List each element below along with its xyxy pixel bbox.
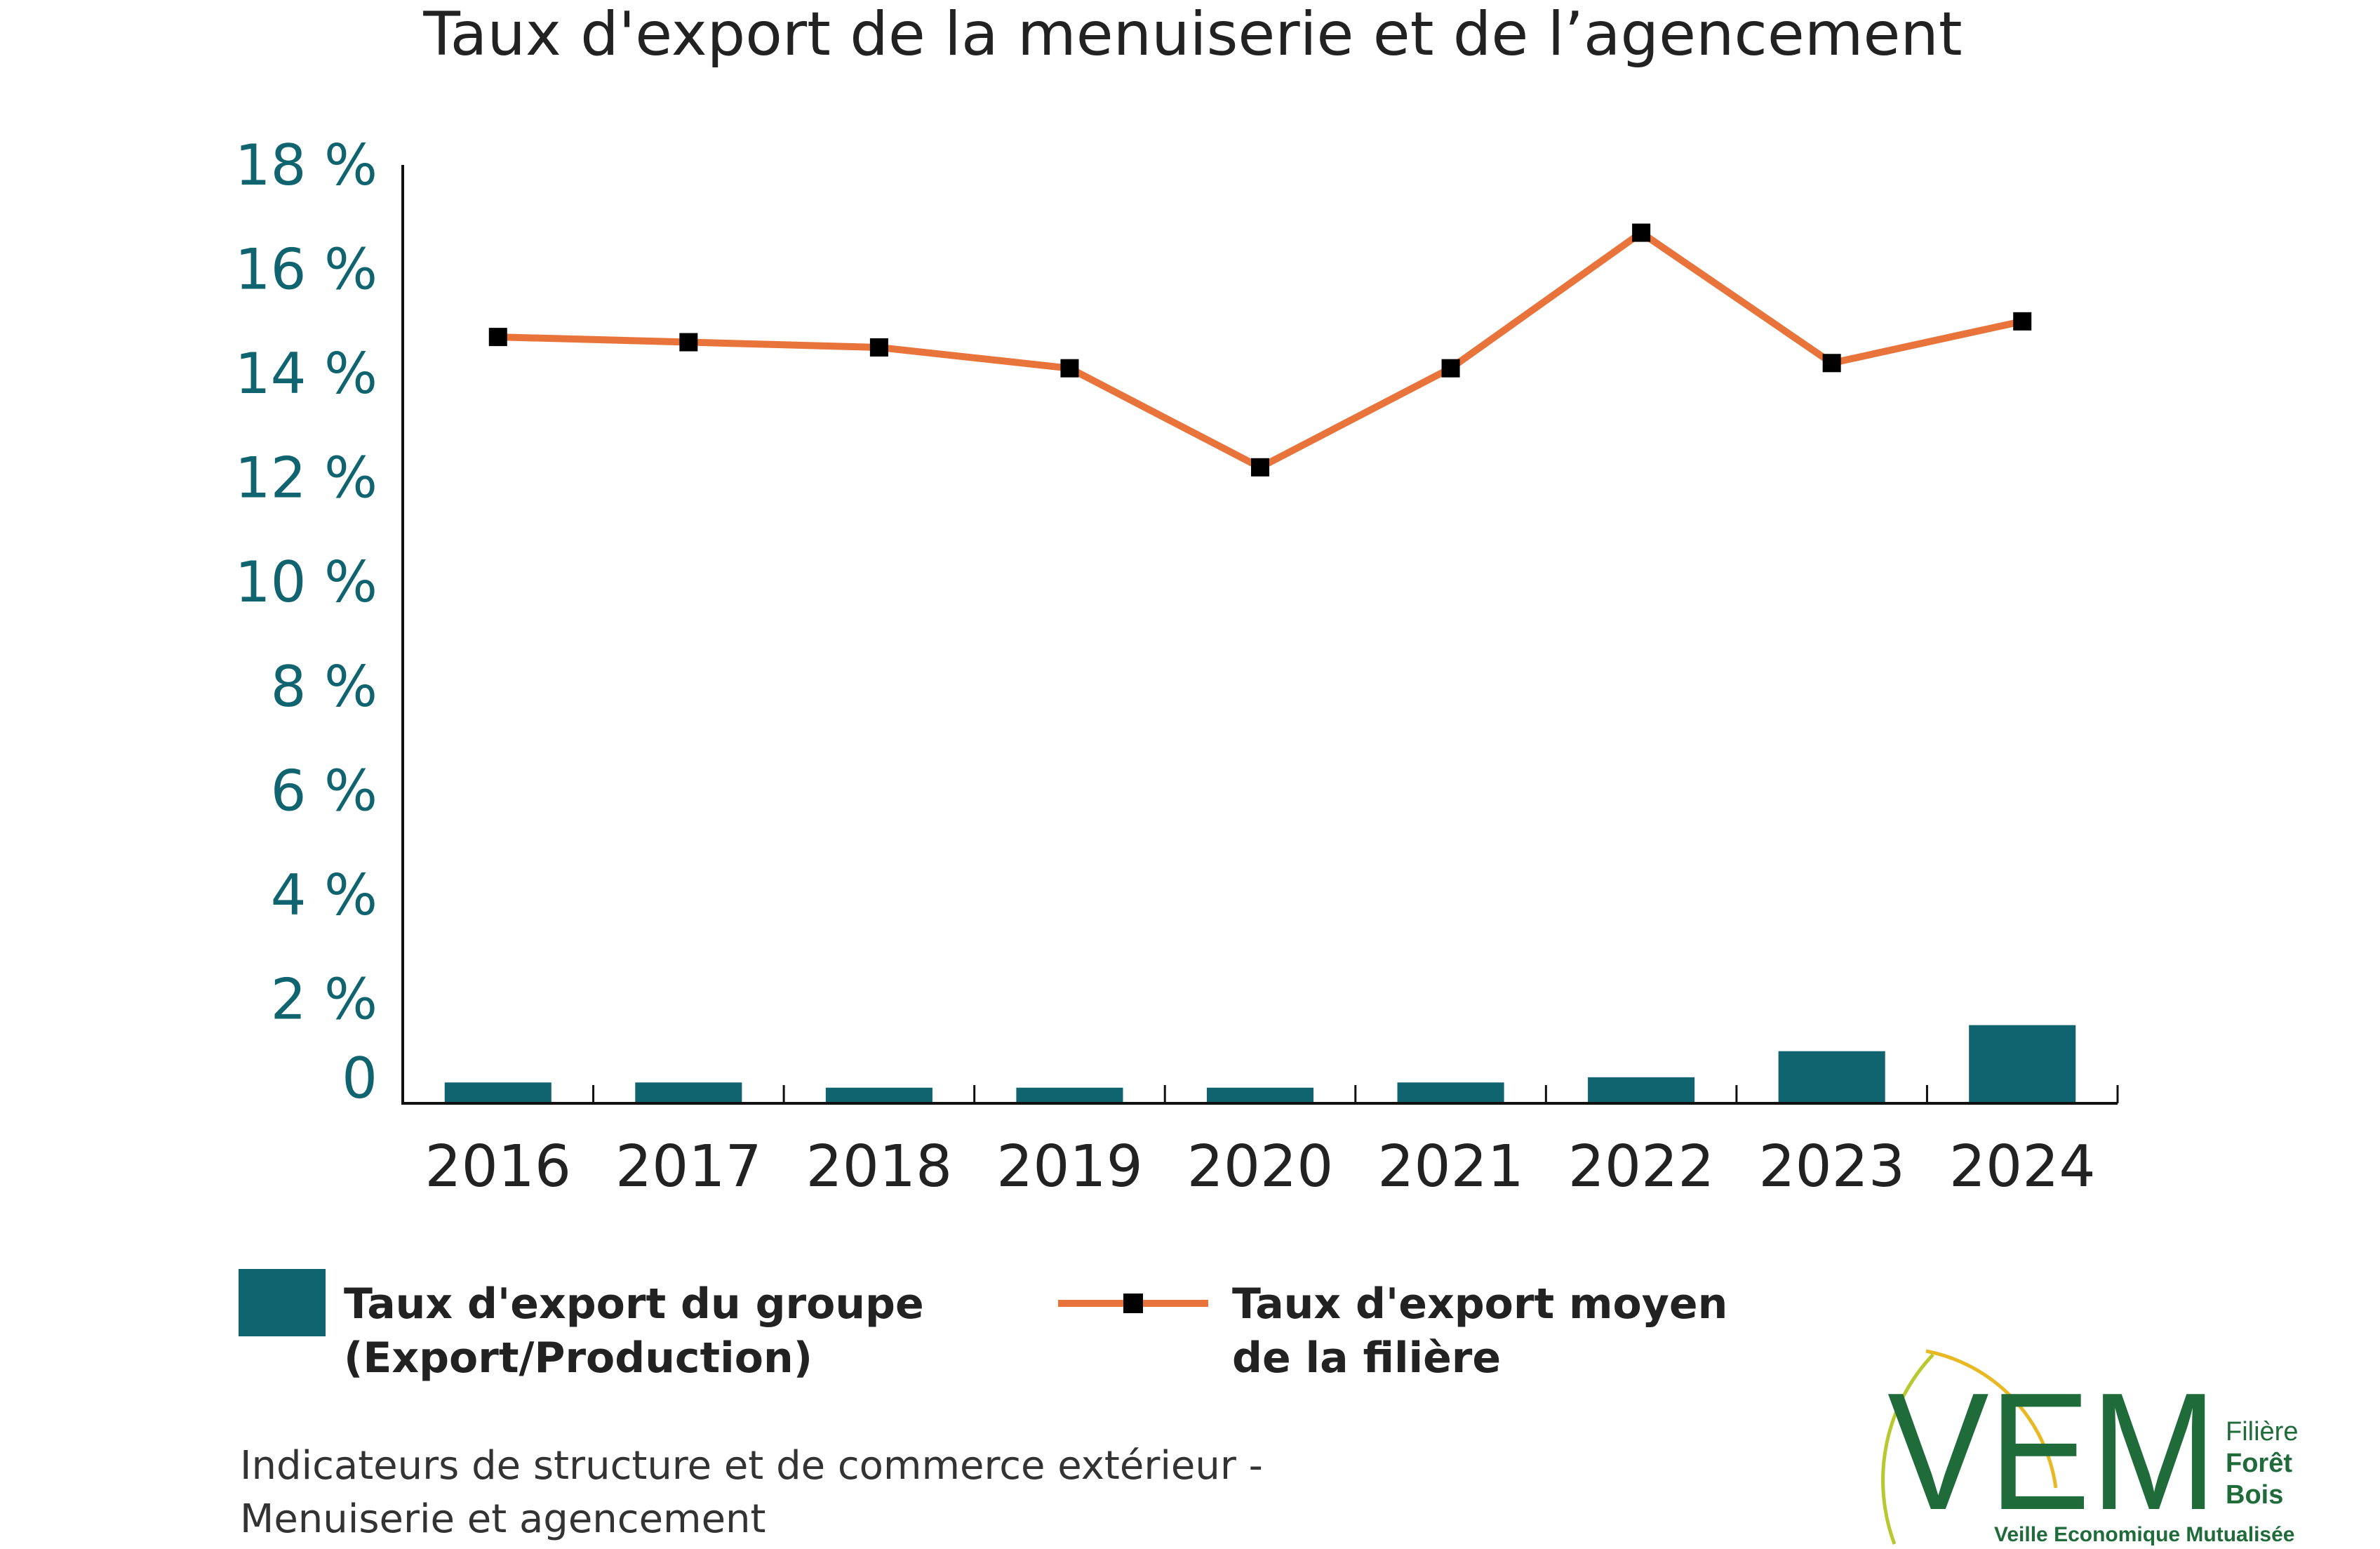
x-tick-label: 2018 xyxy=(806,1134,953,1200)
y-tick-label: 18 % xyxy=(235,133,377,198)
x-tick-label: 2024 xyxy=(1949,1134,2096,1200)
legend-bar-label-line1: Taux d'export du groupe xyxy=(344,1279,924,1329)
legend-bar-swatch xyxy=(239,1269,326,1336)
bar-2024 xyxy=(1969,1025,2076,1103)
y-tick-label: 10 % xyxy=(235,550,377,615)
footer: Indicateurs de structure et de commerce … xyxy=(240,1443,1263,1542)
line-point-2024 xyxy=(2013,312,2032,331)
footer-line2: Menuiserie et agencement xyxy=(240,1496,766,1542)
y-tick-label: 16 % xyxy=(235,237,377,303)
logo-letters: VEM xyxy=(1887,1359,2217,1545)
footer-line1: Indicateurs de structure et de commerce … xyxy=(240,1443,1263,1489)
y-tick-label: 8 % xyxy=(271,654,377,719)
line-point-2019 xyxy=(1060,359,1079,378)
x-tick-label: 2023 xyxy=(1758,1134,1905,1200)
line-point-2016 xyxy=(488,328,507,347)
logo-side-line2: Forêt xyxy=(2226,1449,2292,1478)
legend-line-marker xyxy=(1123,1294,1143,1313)
bar-2021 xyxy=(1397,1082,1504,1103)
line-path xyxy=(497,229,2024,471)
x-tick-label: 2019 xyxy=(996,1134,1143,1200)
bar-2020 xyxy=(1206,1087,1314,1103)
x-tick-label: 2016 xyxy=(424,1134,571,1200)
bar-2022 xyxy=(1588,1077,1695,1103)
x-tick-label: 2022 xyxy=(1568,1134,1715,1200)
chart-title: Taux d'export de la menuiserie et de l’a… xyxy=(422,0,1962,69)
y-tick-label: 4 % xyxy=(271,863,377,928)
line-point-2022 xyxy=(1632,223,1651,242)
logo-side-line3: Bois xyxy=(2226,1480,2283,1510)
legend-line-label-line1: Taux d'export moyen xyxy=(1232,1279,1727,1329)
legend: Taux d'export du groupe (Export/Producti… xyxy=(239,1269,1727,1383)
line-point-2020 xyxy=(1251,458,1269,477)
line-point-2023 xyxy=(1822,354,1841,373)
x-tick-label: 2017 xyxy=(615,1134,762,1200)
bar-2017 xyxy=(635,1082,742,1103)
line-point-2017 xyxy=(679,333,698,352)
bar-2016 xyxy=(444,1082,551,1103)
x-tick-label: 2020 xyxy=(1187,1134,1334,1200)
bar-2023 xyxy=(1778,1051,1885,1103)
logo-arc-green xyxy=(1881,1353,1934,1545)
y-tick-label: 2 % xyxy=(271,966,377,1032)
y-tick-label: 0 xyxy=(342,1046,377,1111)
line-series xyxy=(488,223,2032,477)
y-tick-label: 6 % xyxy=(271,758,377,823)
x-axis-ticks: 2016 2017 2018 2019 2020 2021 2022 2023 2024 xyxy=(424,1134,2095,1200)
line-point-2021 xyxy=(1441,359,1460,378)
line-point-2018 xyxy=(869,338,888,357)
logo-subtitle: Veille Economique Mutualisée xyxy=(1994,1523,2294,1546)
bar-series xyxy=(444,1025,2076,1103)
bar-2019 xyxy=(1016,1087,1123,1103)
logo-side-line1: Filière xyxy=(2226,1417,2298,1447)
legend-bar-label-line2: (Export/Production) xyxy=(344,1334,813,1383)
y-tick-label: 12 % xyxy=(235,446,377,511)
bar-2018 xyxy=(825,1087,932,1103)
y-axis-ticks: 0 2 % 4 % 6 % 8 % 10 % 12 % 14 % 16 % 18 % xyxy=(235,133,377,1111)
axes xyxy=(401,165,2119,1105)
legend-line-label-line2: de la filière xyxy=(1232,1334,1501,1383)
vem-logo: VEM Filière Forêt Bois Veille Economique… xyxy=(1881,1349,2298,1546)
y-tick-label: 14 % xyxy=(235,341,377,406)
logo-arc-yellow xyxy=(1925,1349,2058,1489)
x-tick-label: 2021 xyxy=(1377,1134,1524,1200)
